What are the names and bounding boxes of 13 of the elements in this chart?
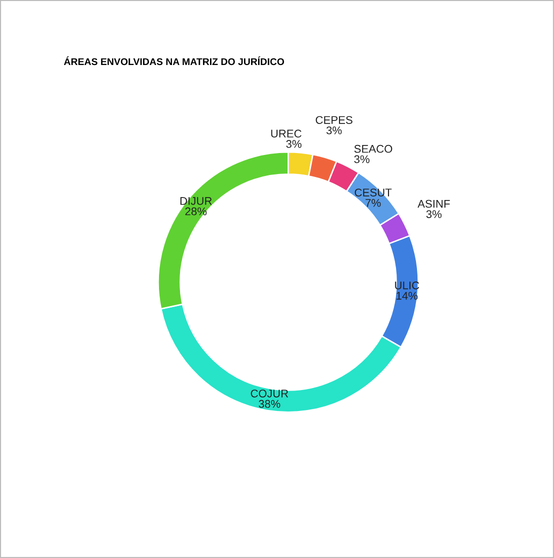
data-label: 7% (366, 199, 381, 207)
slice-label: UREC (271, 130, 302, 138)
data-label: 3% (286, 140, 302, 148)
data-label: 3% (326, 126, 342, 134)
slice-label: SEACO (354, 144, 392, 153)
data-label: 3% (354, 155, 370, 164)
data-label: 3% (426, 210, 442, 218)
slice-label: ASINF (418, 200, 450, 208)
chart-title: ÁREAS ENVOLVIDAS NA MATRIZ DO JURÍDICO (64, 56, 284, 66)
slice-label: CEPES (316, 116, 352, 124)
data-label: 28% (185, 207, 207, 216)
slice-label: COJUR (250, 390, 288, 398)
data-label: 38% (258, 400, 280, 408)
